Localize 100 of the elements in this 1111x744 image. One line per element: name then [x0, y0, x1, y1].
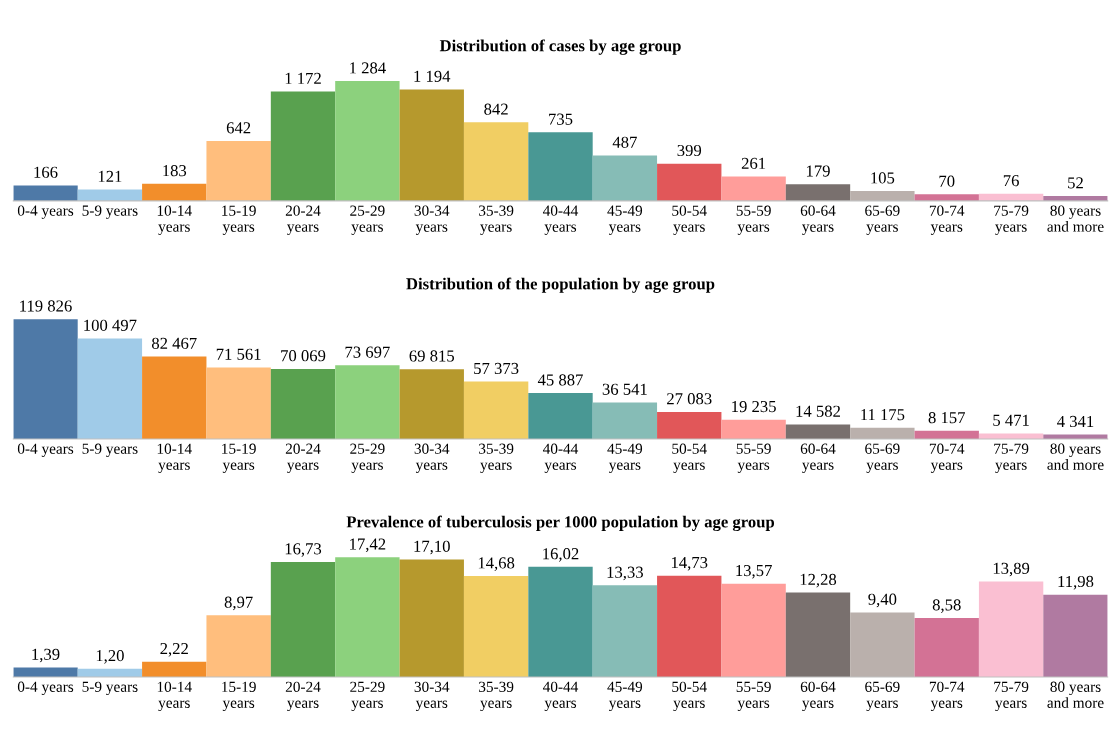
- data-label: 119 826: [20, 300, 72, 312]
- x-tick-label: 50-54 years: [672, 443, 707, 473]
- bar: [721, 583, 786, 678]
- x-tick-label: 50-54 years: [672, 681, 707, 712]
- x-tick-label: 40-44 years: [542, 205, 579, 235]
- x-tick-label: 50-54 years: [672, 205, 707, 235]
- data-label: 642: [226, 122, 251, 134]
- data-label: 100 497: [84, 319, 137, 331]
- x-tick-label: 70-74 years: [929, 443, 965, 473]
- x-tick-label: 20-24 years: [285, 681, 321, 712]
- data-label: 13,33: [607, 566, 643, 581]
- data-label: 13,57: [736, 564, 772, 579]
- x-tick-label: 55-59 years: [736, 681, 771, 712]
- x-tick-label: 60-64 years: [800, 681, 836, 712]
- bar: [13, 667, 78, 678]
- x-tick-label: 30-34 years: [414, 681, 450, 712]
- x-tick-label: 65-69 years: [865, 443, 900, 473]
- x-tick-label: 70-74 years: [929, 681, 965, 712]
- x-tick-label: 35-39 years: [479, 205, 514, 235]
- x-tick-label: 45-49 years: [607, 205, 643, 235]
- x-tick-label: 10-14 years: [157, 681, 192, 712]
- x-tick-label: 10-14 years: [157, 443, 192, 473]
- bar: [657, 411, 722, 439]
- data-label: 1 172: [285, 72, 321, 84]
- data-label: 9,40: [868, 593, 897, 608]
- x-tick-label: 80 years and more: [1047, 443, 1104, 470]
- data-label: 27 083: [667, 393, 712, 405]
- data-label: 70: [939, 175, 955, 187]
- data-label: 8,97: [224, 596, 253, 611]
- bar: [978, 433, 1044, 439]
- x-tick-label: 30-34 years: [414, 205, 450, 235]
- x-tick-label: 20-24 years: [285, 443, 321, 473]
- x-tick-label: 15-19 years: [222, 443, 256, 473]
- data-label: 73 697: [345, 346, 390, 358]
- x-tick-label: 5-9 years: [82, 205, 138, 219]
- bar: [335, 81, 400, 201]
- data-label: 166: [34, 166, 58, 178]
- data-label: 487: [612, 136, 637, 148]
- bar: [270, 368, 336, 439]
- bar: [335, 365, 400, 439]
- data-label: 8,58: [932, 599, 961, 613]
- bar: [77, 338, 143, 439]
- bar: [13, 319, 78, 439]
- bar: [657, 575, 722, 678]
- x-tick-label: 65-69 years: [865, 205, 900, 235]
- bar: [399, 369, 464, 439]
- bar: [1043, 594, 1108, 678]
- x-tick-label: 75-79 years: [994, 205, 1029, 235]
- data-label: 69 815: [409, 350, 455, 362]
- bar: [721, 419, 786, 439]
- x-tick-label: 25-29 years: [350, 205, 385, 235]
- data-label: 71 561: [216, 348, 261, 360]
- data-label: 11,98: [1058, 575, 1094, 590]
- data-label: 45 887: [537, 374, 583, 386]
- data-label: 70 069: [281, 350, 326, 362]
- bar: [592, 155, 658, 201]
- x-tick-label: 55-59 years: [736, 205, 771, 235]
- bar: [978, 581, 1044, 678]
- data-label: 82 467: [151, 337, 197, 349]
- chart-title: Distribution of cases by age group: [439, 39, 681, 55]
- bar: [592, 585, 658, 678]
- data-label: 13,89: [993, 562, 1030, 577]
- x-tick-label: 70-74 years: [929, 205, 965, 235]
- bar: [399, 559, 464, 678]
- x-tick-label: 35-39 years: [479, 443, 514, 473]
- x-tick-label: 15-19 years: [222, 205, 256, 235]
- bar: [13, 185, 78, 201]
- bar: [206, 140, 271, 201]
- data-label: 1 284: [350, 62, 386, 74]
- bar: [850, 427, 915, 439]
- bar: [399, 89, 464, 201]
- x-tick-label: 0-4 years: [17, 443, 74, 457]
- bar: [657, 163, 722, 201]
- bar: [142, 356, 207, 439]
- x-tick-label: 35-39 years: [479, 681, 514, 712]
- x-tick-label: 55-59 years: [736, 443, 771, 473]
- data-label: 17,42: [350, 538, 386, 553]
- data-label: 57 373: [474, 362, 519, 375]
- bar: [914, 194, 979, 201]
- chart-title: Distribution of the population by age group: [406, 277, 715, 293]
- bar: [463, 122, 529, 201]
- bar: [270, 561, 336, 678]
- data-label: 36 541: [602, 383, 647, 395]
- x-tick-label: 0-4 years: [17, 205, 74, 219]
- x-tick-label: 45-49 years: [607, 681, 643, 712]
- data-label: 399: [677, 144, 702, 157]
- data-label: 8 157: [928, 412, 966, 424]
- bar: [850, 191, 915, 201]
- x-tick-label: 5-9 years: [82, 443, 138, 457]
- data-label: 16,73: [285, 543, 322, 557]
- data-label: 14 582: [796, 405, 840, 417]
- x-tick-label: 20-24 years: [285, 205, 321, 235]
- bar: [270, 91, 336, 201]
- bar: [335, 557, 400, 678]
- x-tick-label: 60-64 years: [800, 205, 836, 235]
- x-tick-label: 25-29 years: [350, 443, 385, 473]
- bar: [142, 661, 207, 678]
- bar: [914, 618, 979, 678]
- data-label: 14,73: [671, 556, 708, 571]
- bar: [463, 381, 529, 439]
